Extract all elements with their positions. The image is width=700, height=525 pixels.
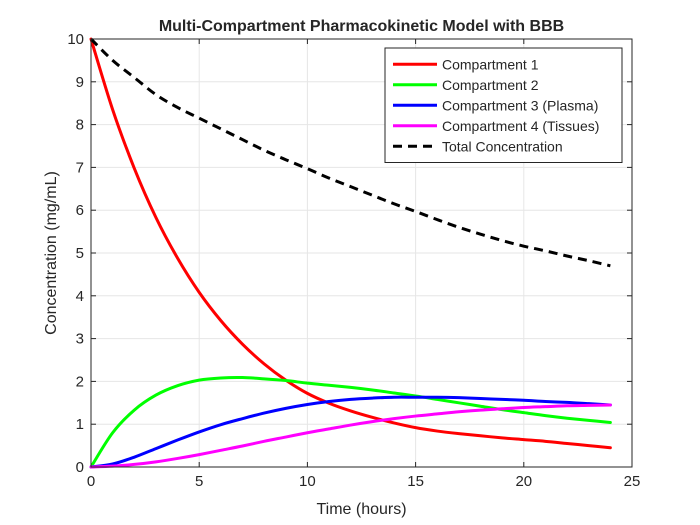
legend-item: Compartment 3 (Plasma) (393, 97, 598, 113)
legend-label: Compartment 1 (442, 56, 539, 72)
y-tick-label: 6 (76, 202, 84, 219)
legend-item: Compartment 4 (Tissues) (393, 118, 599, 134)
y-axis-label: Concentration (mg/mL) (43, 171, 60, 335)
axis-ticks: 0 5 10 15 20 25 0 1 2 3 4 5 6 7 8 9 10 (67, 31, 640, 490)
chart-title: Multi-Compartment Pharmacokinetic Model … (159, 18, 564, 35)
x-tick-label: 10 (299, 473, 316, 490)
legend-label: Compartment 3 (Plasma) (442, 97, 598, 113)
x-axis-label: Time (hours) (316, 501, 406, 518)
legend-item: Compartment 2 (393, 77, 539, 93)
legend-label: Compartment 4 (Tissues) (442, 118, 599, 134)
y-tick-label: 2 (76, 373, 84, 390)
x-tick-label: 15 (407, 473, 424, 490)
series-line-compartment-4-tissues (89, 403, 612, 469)
legend-label: Compartment 2 (442, 77, 539, 93)
x-tick-label: 25 (624, 473, 641, 490)
legend-item: Total Concentration (393, 138, 563, 154)
y-tick-label: 7 (76, 159, 84, 176)
y-tick-label: 0 (76, 459, 84, 476)
x-tick-label: 0 (87, 473, 95, 490)
x-tick-label: 5 (195, 473, 203, 490)
y-tick-label: 3 (76, 331, 84, 348)
series-line-total-concentration (89, 37, 611, 268)
series-line-compartment-1 (89, 37, 612, 450)
legend-label: Total Concentration (442, 138, 563, 154)
legend: Compartment 1 Compartment 2 Compartment 3 … (384, 47, 623, 163)
y-tick-label: 5 (76, 245, 84, 262)
series-line-compartment-3-plasma (89, 395, 612, 469)
y-tick-label: 9 (76, 74, 84, 91)
series-layer (89, 37, 612, 469)
y-tick-label: 1 (76, 416, 84, 433)
y-tick-label: 4 (76, 288, 84, 305)
legend-item: Compartment 1 (393, 56, 539, 72)
y-tick-label: 10 (67, 31, 84, 48)
y-tick-label: 8 (76, 117, 84, 134)
series-line-compartment-2 (89, 375, 612, 469)
x-tick-label: 20 (515, 473, 532, 490)
